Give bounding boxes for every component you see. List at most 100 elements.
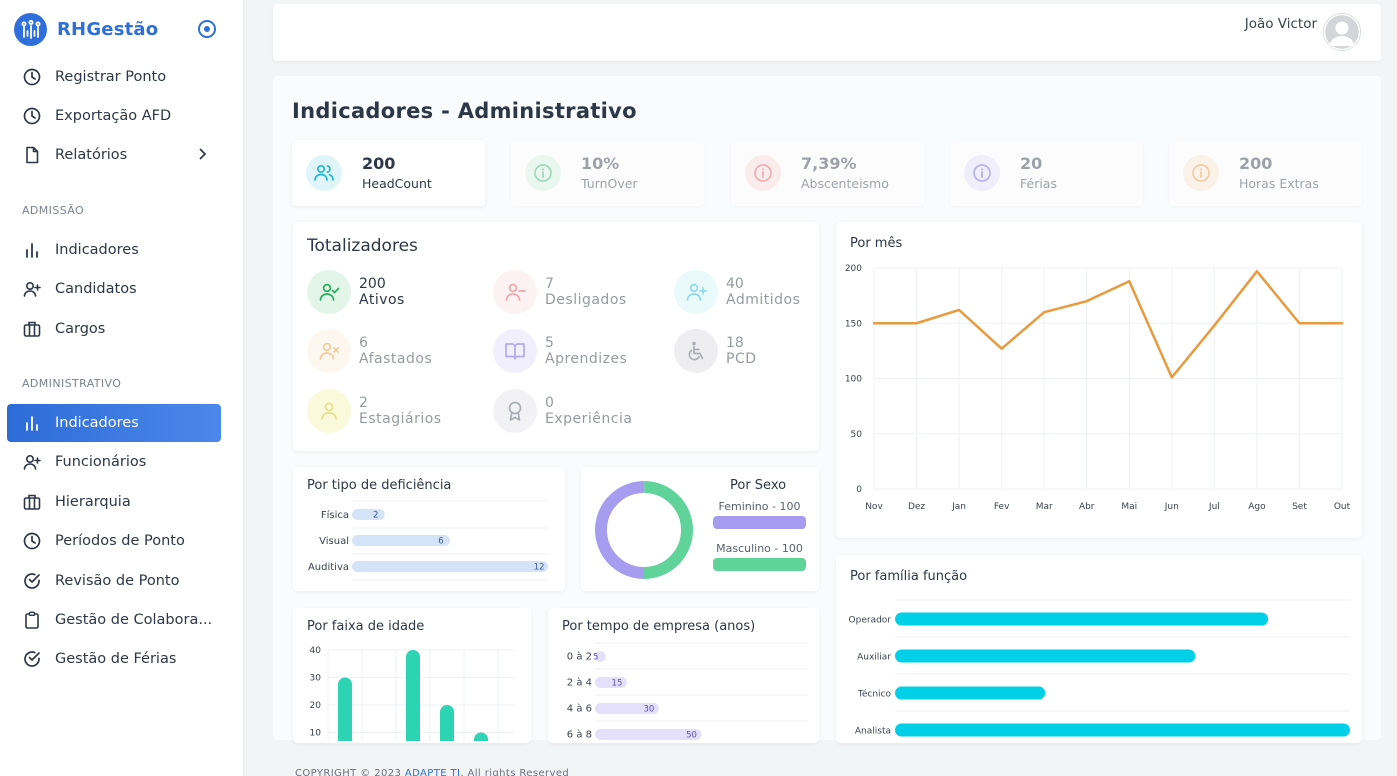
user-x-icon <box>307 329 351 373</box>
nav-relatorios[interactable]: Relatórios <box>7 135 221 174</box>
category-label: 0 à 2 <box>567 651 592 663</box>
kpi-label: TurnOver <box>581 176 638 191</box>
familia-title: Por família função <box>850 569 968 584</box>
users-icon <box>306 155 342 191</box>
tempo-chart: 0 à 2 5 2 à 4 15 4 à 6 30 6 à 8 50 <box>567 642 808 741</box>
bar <box>595 729 702 740</box>
nav-cargos[interactable]: Cargos <box>7 309 221 348</box>
nav-periodos-de-ponto[interactable]: Períodos de Ponto <box>7 521 221 560</box>
tot-ativos[interactable]: 200 Ativos <box>307 270 405 314</box>
award-icon <box>493 389 537 433</box>
nav-candidatos[interactable]: Candidatos <box>7 269 221 308</box>
data-label: 12 <box>534 563 545 573</box>
clock-icon <box>23 68 41 86</box>
nav-exportacao-afd[interactable]: Exportação AFD <box>7 96 221 135</box>
user-name[interactable]: João Victor <box>1244 16 1317 32</box>
nav-label: Revisão de Ponto <box>55 572 180 589</box>
logo-icon <box>14 13 47 46</box>
y-tick-label: 100 <box>845 375 862 385</box>
kpi-value: 10% <box>581 154 620 173</box>
nav-gestao-colaboradores[interactable]: Gestão de Colabora... <box>7 600 221 639</box>
totalizadores-title: Totalizadores <box>307 236 418 256</box>
tot-value: 6 <box>359 335 368 351</box>
nav-revisao-de-ponto[interactable]: Revisão de Ponto <box>7 561 221 600</box>
kpi-absenteismo[interactable]: 7,39% Abscenteismo <box>731 140 924 206</box>
data-label: 6 <box>438 537 443 547</box>
kpi-value: 7,39% <box>801 154 857 173</box>
data-point <box>1042 311 1046 314</box>
tot-afastados[interactable]: 6 Afastados <box>307 329 432 373</box>
user-minus-icon <box>493 270 537 314</box>
y-tick-label: 50 <box>851 430 863 440</box>
kpi-value: 20 <box>1020 154 1043 173</box>
nav-funcionarios[interactable]: Funcionários <box>7 442 221 481</box>
nav-administrativo-indicadores[interactable]: Indicadores <box>7 404 221 442</box>
tot-desligados[interactable]: 7 Desligados <box>493 270 627 314</box>
bar <box>595 651 606 662</box>
avatar[interactable] <box>1323 13 1361 51</box>
category-label: Física <box>321 509 349 521</box>
tot-value: 200 <box>359 276 386 292</box>
user-plus-icon <box>674 270 718 314</box>
por-mes-title: Por mês <box>850 236 903 251</box>
nav-label: Registrar Ponto <box>55 68 167 85</box>
check-circle-icon <box>23 572 41 590</box>
data-label: 30 <box>643 705 654 715</box>
wheelchair-icon <box>674 329 718 373</box>
data-point <box>1340 322 1344 325</box>
brand[interactable]: RHGestão <box>14 13 158 46</box>
info-icon <box>525 155 561 191</box>
nav-label: Hierarquia <box>55 493 131 510</box>
tot-aprendizes[interactable]: 5 Aprendizes <box>493 329 627 373</box>
y-tick-label: 20 <box>310 701 322 711</box>
section-administrativo: ADMINISTRATIVO <box>22 377 122 390</box>
tot-label: PCD <box>726 351 757 367</box>
data-label: 50 <box>686 731 697 741</box>
kpi-headcount[interactable]: 200 HeadCount <box>292 140 485 206</box>
sexo-title: Por Sexo <box>730 478 787 493</box>
briefcase-icon <box>23 493 41 511</box>
kpi-ferias[interactable]: 20 Férias <box>950 140 1143 206</box>
bar <box>406 650 420 741</box>
bar <box>352 509 385 520</box>
nav-gestao-de-ferias[interactable]: Gestão de Férias <box>7 639 221 678</box>
category-label: Auditiva <box>308 562 349 573</box>
por-mes-card <box>836 222 1362 538</box>
footer-rights: . All rights Reserved <box>460 768 570 776</box>
x-tick-label: Nov <box>865 502 883 512</box>
kpi-turnover[interactable]: 10% TurnOver <box>511 140 704 206</box>
bar <box>895 612 1269 626</box>
category-label: Técnico <box>857 689 892 700</box>
category-label: Visual <box>319 536 349 547</box>
nav-admissao-indicadores[interactable]: Indicadores <box>7 230 221 269</box>
bar <box>895 723 1350 737</box>
tot-pcd[interactable]: 18 PCD <box>674 329 757 373</box>
kpi-value: 200 <box>1239 154 1273 173</box>
tot-experiencia[interactable]: 0 Experiência <box>493 389 632 433</box>
collapse-sidebar-icon[interactable] <box>196 18 218 40</box>
y-tick-label: 150 <box>845 319 862 329</box>
nav-hierarquia[interactable]: Hierarquia <box>7 482 221 521</box>
page-title: Indicadores - Administrativo <box>292 99 637 123</box>
data-point <box>1213 324 1216 327</box>
check-circle-icon <box>23 650 41 668</box>
footer-link[interactable]: ADAPTE TI <box>404 768 461 776</box>
tot-estagiarios[interactable]: 2 Estagiários <box>307 389 442 433</box>
category-label: 6 à 8 <box>567 729 592 741</box>
data-point <box>1255 270 1259 273</box>
clock-icon <box>23 107 41 125</box>
user-plus-icon <box>23 280 41 298</box>
chevron-right-icon <box>197 147 207 161</box>
y-tick-label: 30 <box>310 674 322 684</box>
bar <box>440 705 454 741</box>
tot-admitidos[interactable]: 40 Admitidos <box>674 270 800 314</box>
data-point <box>1000 347 1003 350</box>
briefcase-icon <box>23 320 41 338</box>
clock-icon <box>23 532 41 550</box>
category-label: 4 à 6 <box>567 703 592 715</box>
nav-registrar-ponto[interactable]: Registrar Ponto <box>7 57 221 96</box>
kpi-horas-extras[interactable]: 200 Horas Extras <box>1169 140 1362 206</box>
line-chart: Nov Dez Jan Fev Mar Abr Mai Jun Jul Ago Set Out 0 50 1… <box>845 264 1351 512</box>
deficiencia-title: Por tipo de deficiência <box>307 478 452 493</box>
bar <box>352 561 548 572</box>
